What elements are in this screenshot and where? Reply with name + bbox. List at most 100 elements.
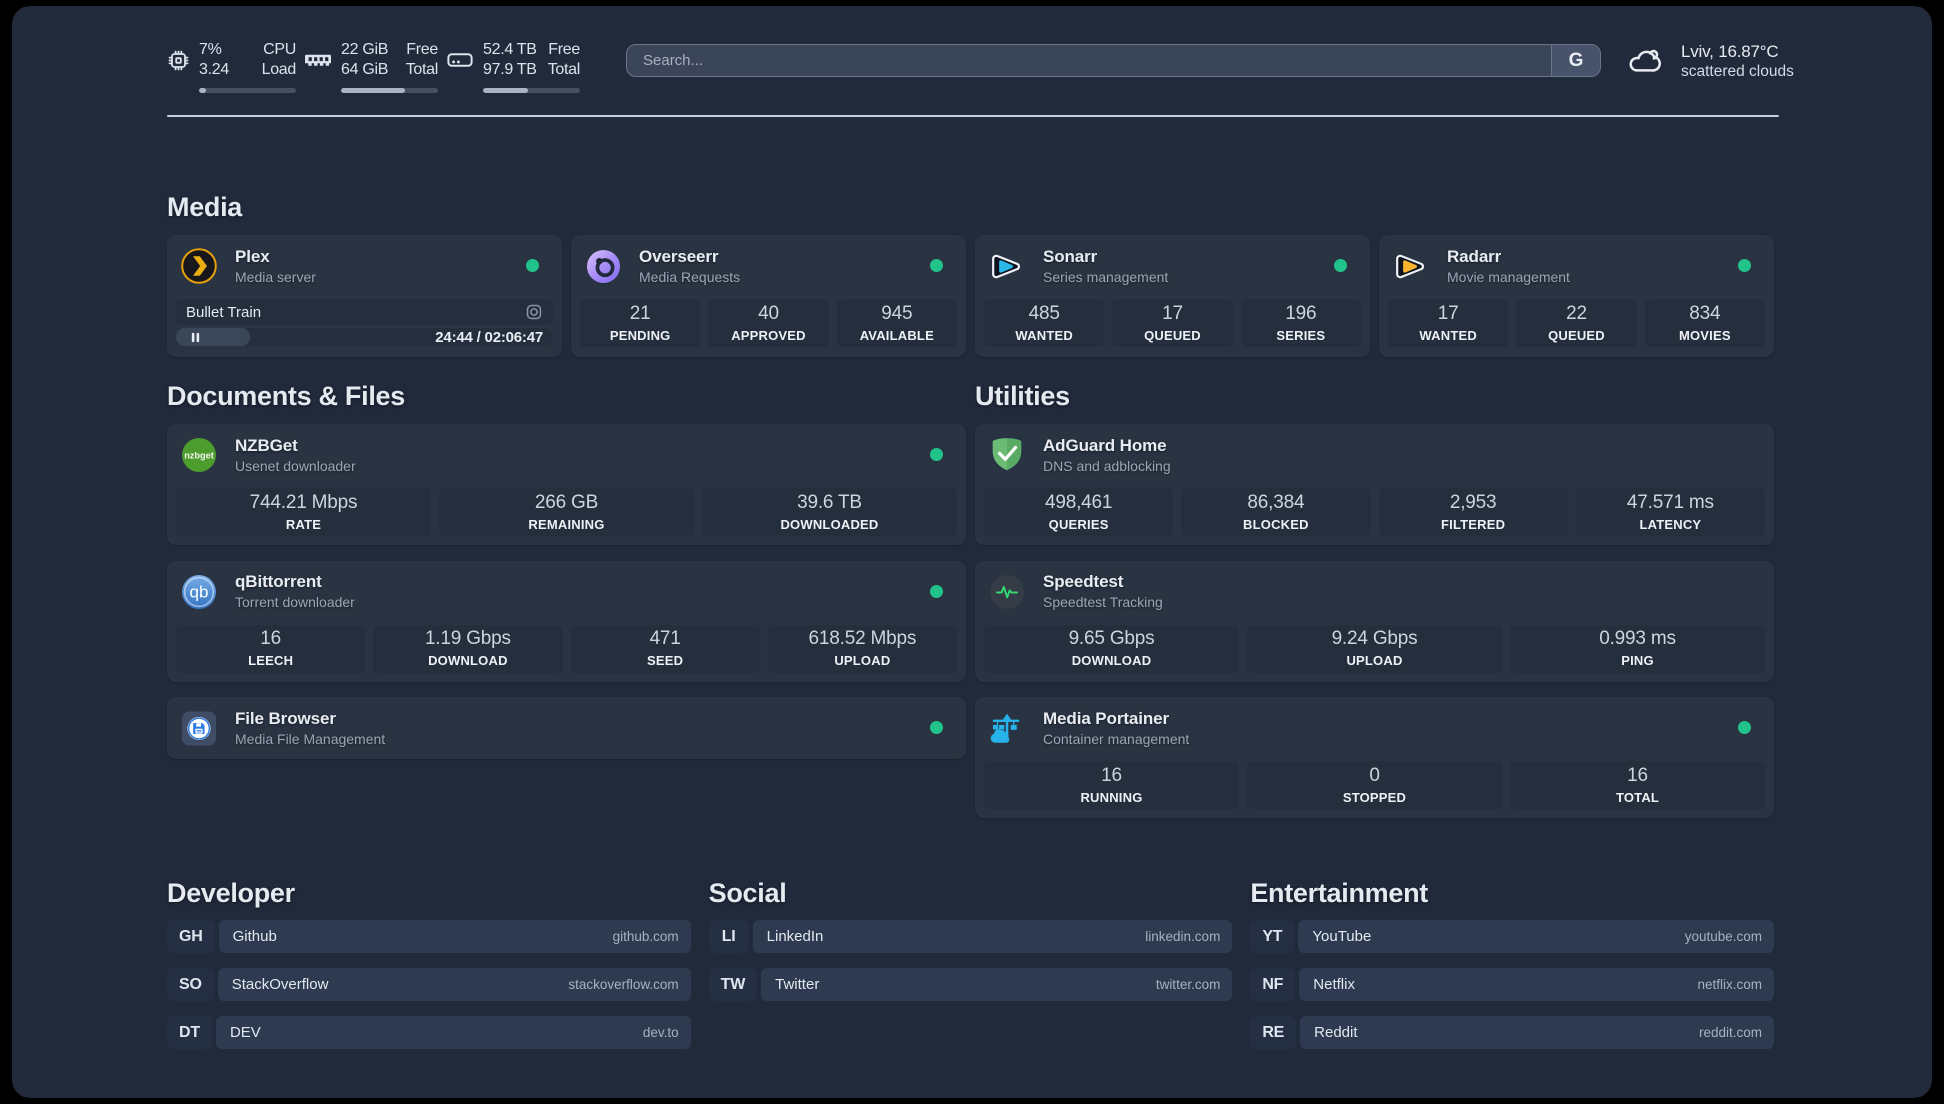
service-title: File Browser [235,708,336,728]
stat-block: 834 MOVIES [1644,299,1765,347]
memory-free-value: 22 GiB [341,41,389,58]
service-subtitle: Series management [1043,268,1169,285]
stat-label: DOWNLOAD [428,653,508,668]
bookmark-name: StackOverflow [231,976,329,993]
service-card-sonarr[interactable]: Sonarr Series management 485 WANTED 17 Q… [975,235,1370,357]
adguard-icon [989,436,1025,473]
stat-block: 17 QUEUED [1112,299,1233,347]
service-card-filebrowser[interactable]: File Browser Media File Management [167,697,966,759]
bookmark-abbr: GH [167,920,215,953]
bookmark-name: LinkedIn [766,928,824,945]
stat-label: TOTAL [1615,789,1660,805]
section-title-documents: Documents & Files [167,381,405,411]
search-container: G [626,44,1601,77]
search-provider-button[interactable]: G [1551,45,1600,76]
bookmark-stackoverflow[interactable]: SO StackOverflow stackoverflow.com [167,968,691,1001]
section-title-utilities: Utilities [975,381,1070,411]
bookmark-twitter[interactable]: TW Twitter twitter.com [708,968,1233,1001]
cpu-percent: 7% [199,41,222,58]
service-subtitle: DNS and adblocking [1043,457,1171,474]
stat-value: 21 [629,302,651,324]
stat-block: 22 QUEUED [1516,299,1637,347]
bookmark-linkedin[interactable]: LI LinkedIn linkedin.com [708,920,1233,953]
search-input[interactable] [627,45,1551,76]
service-card-nzbget[interactable]: nzbget NZBGet Usenet downloader 744.21 M… [167,424,966,545]
stat-label: AVAILABLE [859,327,934,343]
stat-value: 498,461 [1044,491,1113,513]
stat-label: APPROVED [731,327,806,343]
stat-label: RATE [285,516,322,532]
stat-value: 2,953 [1449,491,1497,513]
service-subtitle: Torrent downloader [235,594,355,610]
stat-label: STOPPED [1342,789,1407,805]
now-playing-icon [525,303,543,321]
stat-block: 16 LEECH [176,624,366,673]
stat-label: LATENCY [1639,516,1702,532]
bookmark-domain: reddit.com [1698,1025,1762,1040]
status-dot [930,448,943,461]
bookmark-group-social: Social LI LinkedIn linkedin.com TW Twitt… [708,878,1233,1049]
stat-block: 2,953 FILTERED [1378,488,1568,536]
resource-widgets: 7% CPU 3.24 Load [167,40,580,93]
bookmark-reddit[interactable]: RE Reddit reddit.com [1250,1016,1774,1049]
service-card-portainer[interactable]: Media Portainer Container management 16 … [975,697,1774,818]
speedtest-icon [989,574,1025,610]
stat-block: 0 STOPPED [1247,761,1502,809]
stat-value: 40 [758,302,779,324]
bookmark-youtube[interactable]: YT YouTube youtube.com [1250,920,1774,953]
stat-value: 39.6 TB [797,491,862,513]
service-card-plex[interactable]: Plex Media server Bullet Train [167,235,562,357]
disk-free-label: Free [548,41,580,58]
service-title: qBittorrent [235,572,322,591]
stat-label: WANTED [1015,327,1073,343]
stat-label: LEECH [248,653,294,668]
filebrowser-icon [181,710,217,746]
weather-widget: Lviv, 16.87°C scattered clouds [1627,42,1794,81]
memory-free-label: Free [406,41,438,58]
service-card-speedtest[interactable]: Speedtest Speedtest Tracking 9.65 Gbps D… [975,560,1774,682]
stat-value: 945 [881,302,913,324]
bookmark-name: Github [232,928,277,945]
stat-label: PING [1621,653,1654,668]
service-title: Radarr [1447,246,1502,266]
disk-total-label: Total [547,61,581,78]
utilities-column: AdGuard Home DNS and adblocking 498,461 … [975,424,1774,818]
stat-label: SERIES [1276,327,1326,343]
stat-block: 266 GB REMAINING [439,488,694,536]
status-dot [930,721,943,734]
cpu-load-value: 3.24 [199,61,229,78]
now-playing-time: 24:44 / 02:06:47 [435,328,543,346]
stat-value: 17 [1437,302,1459,324]
stat-value: 47.571 ms [1626,491,1714,513]
service-title: Media Portainer [1043,708,1170,728]
stat-label: QUEUED [1548,327,1605,343]
service-card-radarr[interactable]: Radarr Movie management 17 WANTED 22 QUE… [1379,235,1774,357]
memory-progress-bar [341,88,438,93]
stat-label: DOWNLOAD [1071,653,1152,668]
status-dot [1334,259,1347,272]
bookmark-netflix[interactable]: NF Netflix netflix.com [1250,968,1774,1001]
media-grid: Plex Media server Bullet Train [167,235,1774,357]
service-card-adguard[interactable]: AdGuard Home DNS and adblocking 498,461 … [975,424,1774,545]
stat-value: 471 [649,628,681,649]
service-subtitle: Media server [235,268,316,285]
disk-total-value: 97.9 TB [483,61,537,78]
stat-label: UPLOAD [834,653,891,668]
service-card-overseerr[interactable]: Overseerr Media Requests 21 PENDING 40 A… [571,235,966,357]
stat-block: 1.19 Gbps DOWNLOAD [373,624,563,673]
stat-value: 266 GB [534,491,599,513]
bookmark-domain: dev.to [642,1025,679,1040]
stat-block: 40 APPROVED [708,299,829,347]
stat-value: 1.19 Gbps [424,628,511,649]
service-card-qbittorrent[interactable]: qb qBittorrent Torrent downloader 16 LEE… [167,560,966,682]
status-dot [930,584,943,598]
bookmark-github[interactable]: GH Github github.com [167,920,691,953]
bookmark-name: DEV [229,1024,261,1041]
stat-value: 9.65 Gbps [1068,628,1155,649]
stat-block: 9.24 Gbps UPLOAD [1247,624,1502,673]
bookmark-dev[interactable]: DT DEV dev.to [167,1016,691,1049]
bookmark-abbr: YT [1250,920,1295,953]
status-dot [526,259,539,272]
stat-label: WANTED [1419,327,1477,343]
cpu-icon [167,40,190,80]
